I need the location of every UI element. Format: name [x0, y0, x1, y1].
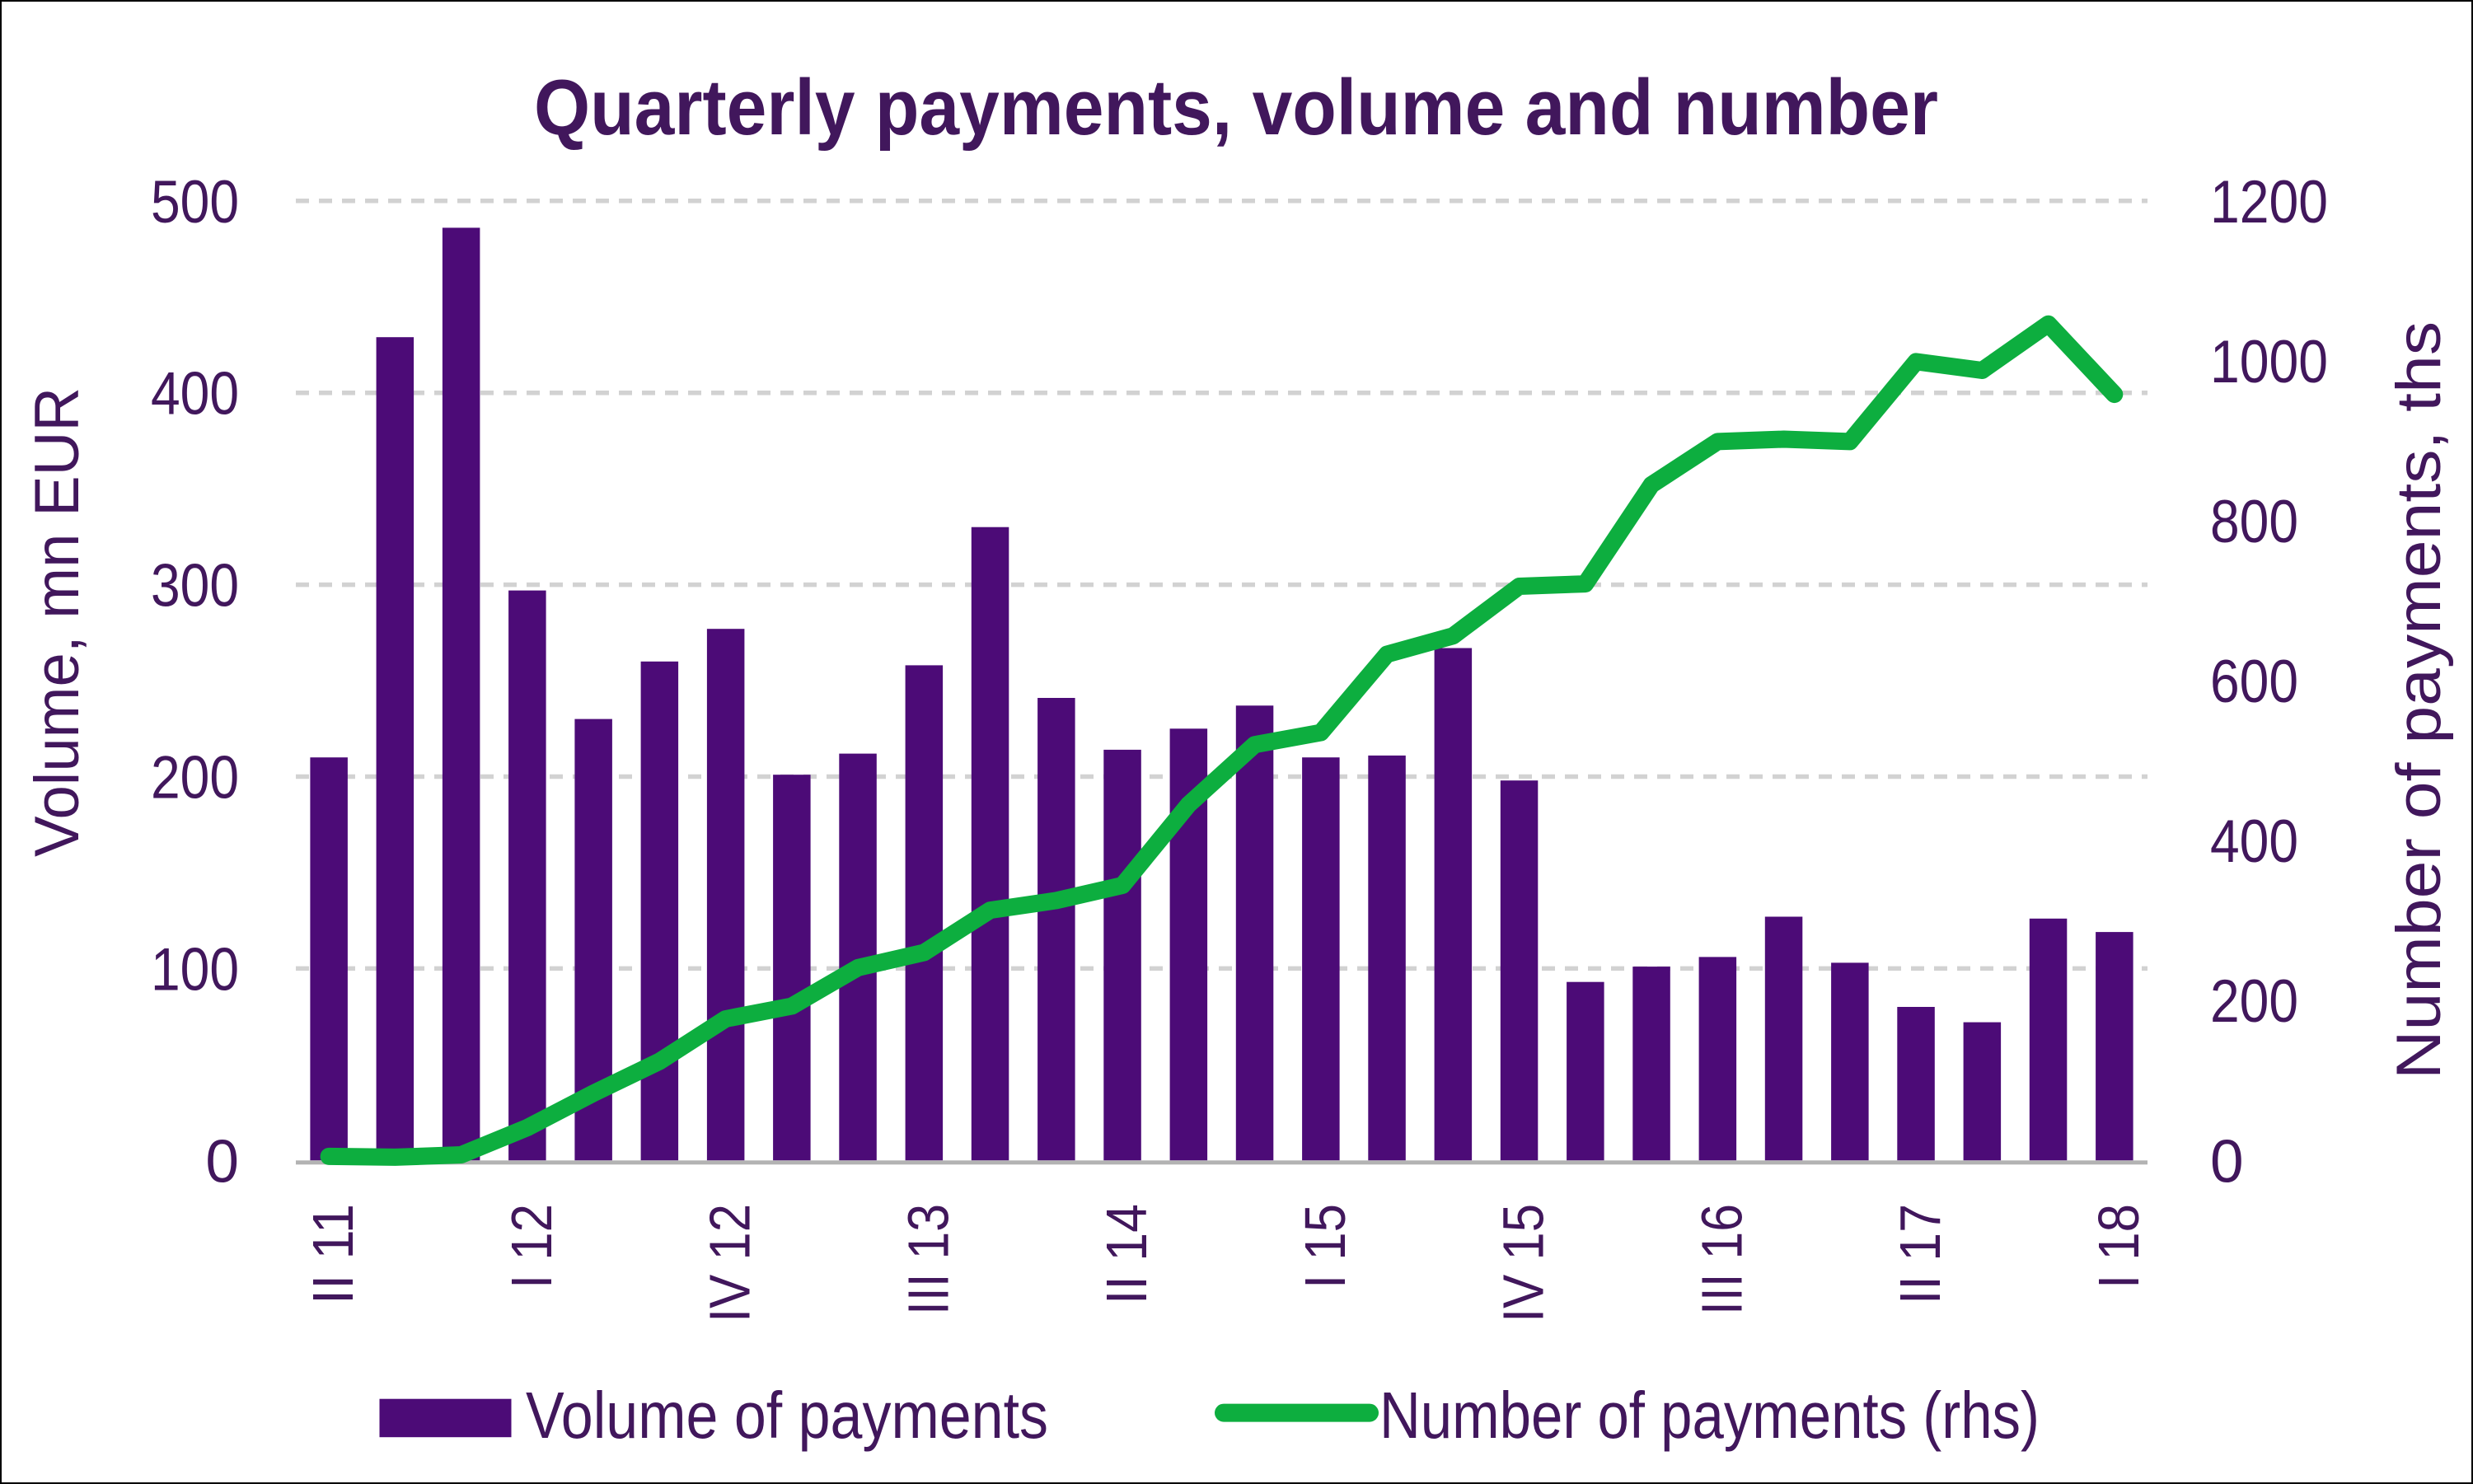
svg-text:IV 12: IV 12: [698, 1204, 762, 1322]
svg-text:III 13: III 13: [896, 1204, 960, 1315]
svg-text:500: 500: [151, 169, 239, 236]
svg-text:Number of payments, ths: Number of payments, ths: [2384, 321, 2454, 1079]
svg-text:I 15: I 15: [1293, 1204, 1357, 1289]
svg-text:300: 300: [151, 553, 239, 620]
svg-text:0: 0: [205, 1128, 239, 1195]
svg-text:0: 0: [2210, 1128, 2244, 1195]
svg-text:Volume, mn EUR: Volume, mn EUR: [22, 387, 92, 857]
svg-text:I 18: I 18: [2087, 1204, 2151, 1289]
svg-text:200: 200: [2210, 968, 2298, 1035]
svg-text:100: 100: [151, 936, 239, 1003]
svg-text:I 12: I 12: [499, 1204, 564, 1289]
svg-text:II 11: II 11: [301, 1204, 365, 1304]
svg-text:1200: 1200: [2210, 169, 2328, 236]
svg-text:II 14: II 14: [1094, 1204, 1159, 1304]
svg-text:Number of payments (rhs): Number of payments (rhs): [1379, 1379, 2040, 1452]
svg-text:200: 200: [151, 745, 239, 812]
svg-text:1000: 1000: [2210, 329, 2328, 396]
svg-text:III 16: III 16: [1689, 1204, 1754, 1315]
svg-text:400: 400: [151, 361, 239, 428]
svg-text:IV 15: IV 15: [1492, 1204, 1556, 1322]
svg-text:Volume of payments: Volume of payments: [526, 1379, 1048, 1452]
svg-text:II 17: II 17: [1888, 1204, 1952, 1304]
svg-text:600: 600: [2210, 648, 2298, 715]
svg-text:800: 800: [2210, 489, 2298, 555]
svg-text:400: 400: [2210, 808, 2298, 875]
svg-text:Quarterly payments, volume and: Quarterly payments, volume and number: [534, 63, 1938, 152]
